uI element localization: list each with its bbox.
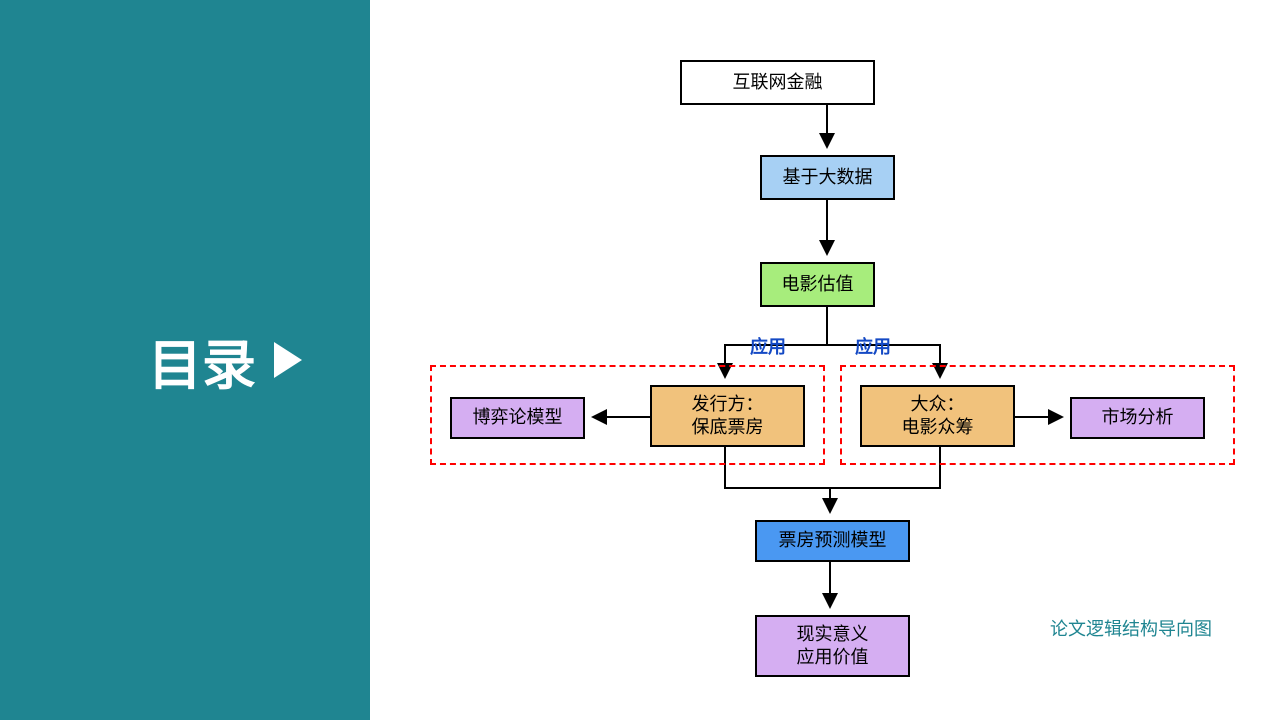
sidebar-title-wrap: 目录 — [68, 321, 302, 400]
diagram-caption: 论文逻辑结构导向图 — [1050, 615, 1212, 641]
flowchart-node: 互联网金融 — [680, 60, 875, 105]
edge-label: 应用 — [750, 333, 786, 359]
flowchart-node: 票房预测模型 — [755, 520, 910, 562]
sidebar: 目录 — [0, 0, 370, 720]
flowchart-node: 电影估值 — [760, 262, 875, 307]
dashed-group-box — [430, 365, 825, 465]
connectors-svg — [370, 0, 1280, 720]
edge-label: 应用 — [855, 333, 891, 359]
flowchart-node: 现实意义 应用价值 — [755, 615, 910, 677]
sidebar-title: 目录 — [148, 321, 256, 400]
flowchart-node: 基于大数据 — [760, 155, 895, 200]
dashed-group-box — [840, 365, 1235, 465]
play-triangle-icon — [274, 342, 302, 378]
flowchart: 互联网金融基于大数据电影估值博弈论模型发行方： 保底票房大众： 电影众筹市场分析… — [370, 0, 1280, 720]
